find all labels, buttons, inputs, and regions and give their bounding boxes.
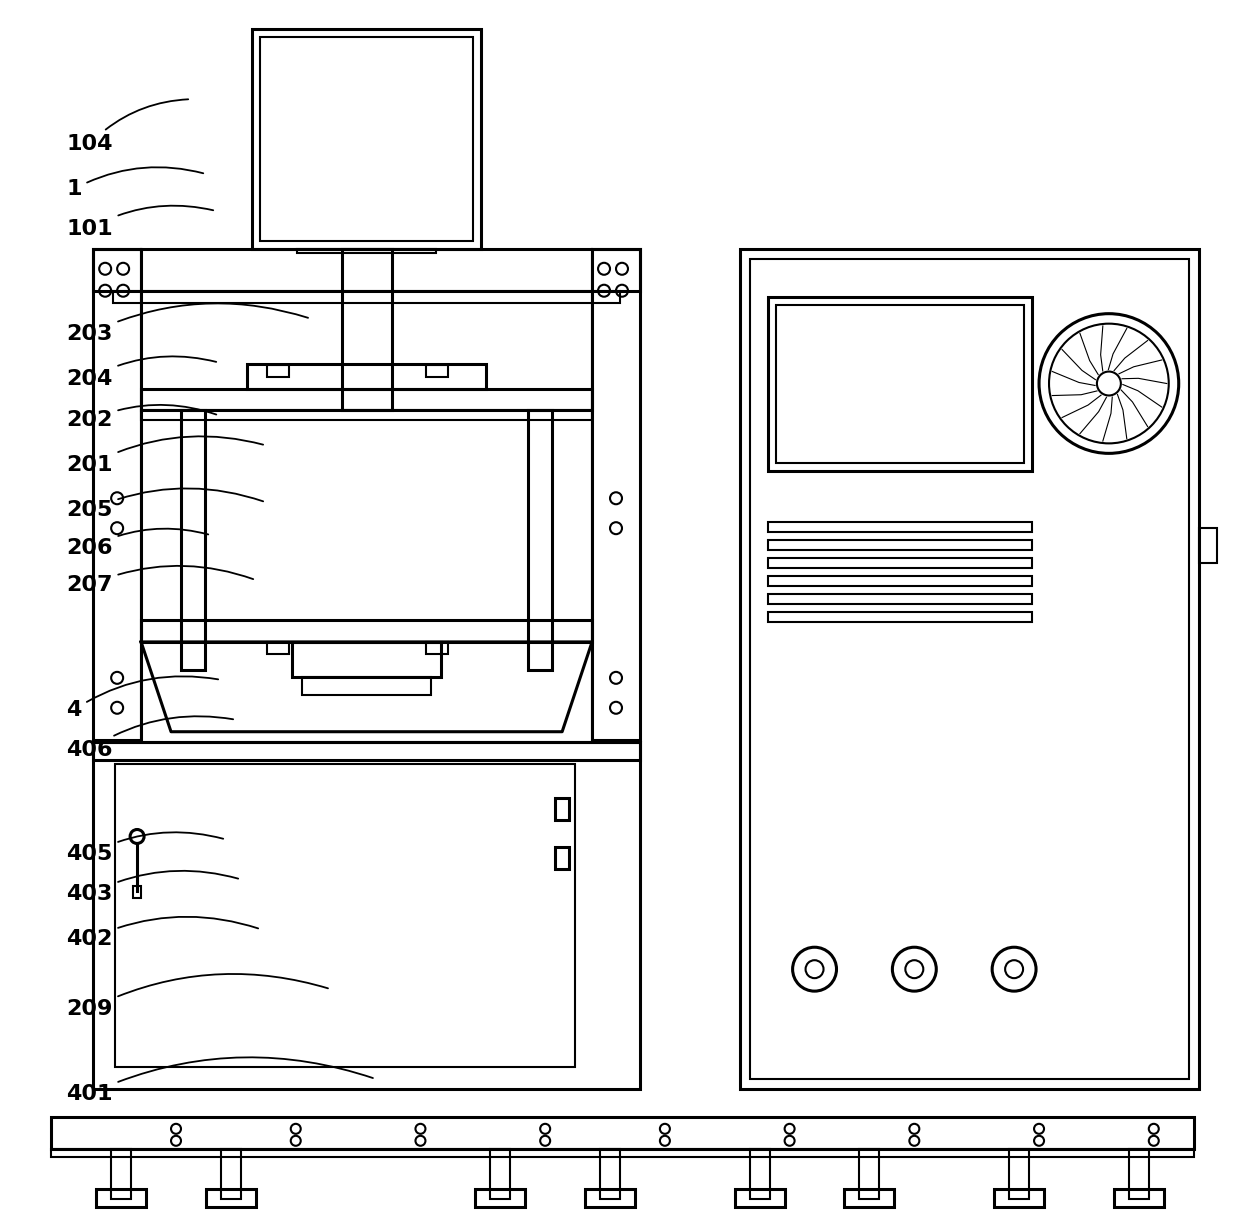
Bar [844, 1188, 894, 1207]
Bar [859, 1149, 879, 1199]
Bar [141, 410, 591, 421]
Bar [768, 612, 1032, 622]
Text: 209: 209 [66, 974, 329, 1019]
Bar [768, 576, 1032, 586]
Bar [93, 742, 640, 760]
Bar [301, 677, 432, 695]
Bar [93, 249, 640, 290]
Text: 101: 101 [66, 206, 213, 239]
Text: 206: 206 [66, 528, 208, 558]
Bar [750, 1149, 770, 1199]
Bar [556, 848, 569, 870]
Bar [141, 620, 591, 642]
Bar [740, 249, 1199, 1089]
Bar [768, 296, 1032, 471]
Bar [427, 642, 449, 654]
Bar [490, 1149, 510, 1199]
Text: 406: 406 [66, 716, 233, 760]
Bar [115, 764, 575, 1068]
Text: 403: 403 [66, 871, 238, 904]
Bar [51, 1149, 1194, 1157]
Bar [267, 365, 289, 377]
Bar [600, 1149, 620, 1199]
Bar [206, 1188, 255, 1207]
Bar [768, 558, 1032, 569]
Bar [133, 887, 141, 898]
Bar [247, 364, 486, 388]
Bar [556, 798, 569, 820]
Text: 201: 201 [66, 437, 263, 476]
Bar [768, 540, 1032, 550]
Bar [51, 1116, 1194, 1149]
Bar [93, 249, 141, 739]
Bar [296, 249, 436, 253]
Text: 202: 202 [66, 405, 216, 431]
Bar [1199, 528, 1216, 564]
Text: 1: 1 [66, 167, 203, 199]
Bar [267, 642, 289, 654]
Bar [1114, 1188, 1164, 1207]
Bar [994, 1188, 1044, 1207]
Text: 401: 401 [66, 1058, 373, 1104]
Bar [260, 38, 474, 240]
Text: 203: 203 [66, 304, 308, 344]
Bar [475, 1188, 526, 1207]
Text: 405: 405 [66, 832, 223, 865]
Bar [776, 305, 1024, 464]
Bar [768, 522, 1032, 532]
Bar [750, 259, 1189, 1078]
Bar [585, 1188, 635, 1207]
Bar [735, 1188, 785, 1207]
Bar [427, 365, 449, 377]
Text: 204: 204 [66, 356, 216, 388]
Text: 402: 402 [66, 916, 258, 949]
Bar [141, 388, 591, 410]
Bar [1009, 1149, 1029, 1199]
Bar [112, 1149, 131, 1199]
Bar [97, 1188, 146, 1207]
Bar [93, 742, 640, 1089]
Bar [528, 410, 552, 670]
Text: 4: 4 [66, 676, 218, 720]
Bar [113, 290, 620, 303]
Bar [768, 594, 1032, 604]
Text: 205: 205 [66, 488, 263, 520]
Bar [591, 249, 640, 739]
Bar [342, 249, 392, 410]
Bar [1128, 1149, 1148, 1199]
Bar [252, 29, 481, 249]
Text: 207: 207 [66, 566, 253, 595]
Bar [291, 642, 441, 677]
Bar [181, 410, 205, 670]
Text: 104: 104 [66, 99, 188, 154]
Bar [221, 1149, 241, 1199]
